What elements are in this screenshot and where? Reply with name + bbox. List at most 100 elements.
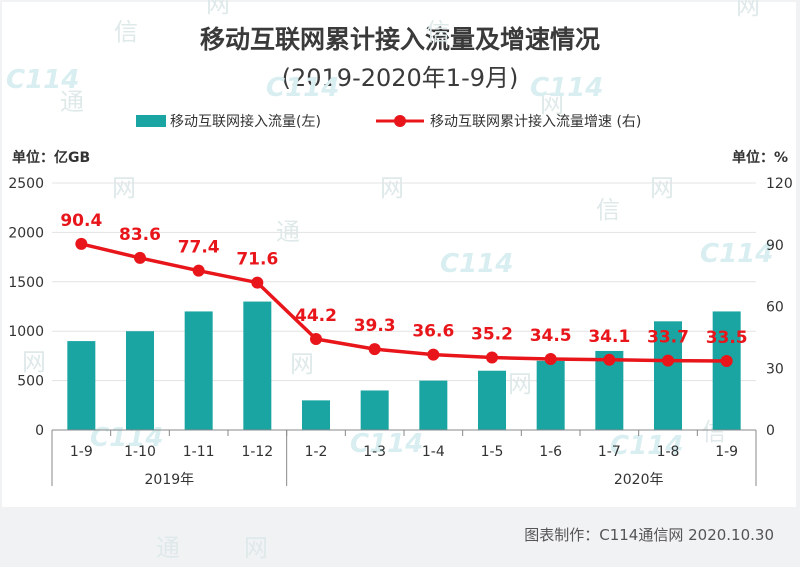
line-point	[134, 251, 146, 264]
line-data-label: 71.6	[236, 250, 278, 270]
right-tick-label: 120	[766, 176, 793, 192]
left-axis-unit: 单位：亿GB	[12, 149, 90, 166]
line-point	[544, 352, 557, 365]
watermark-logo: C114	[266, 73, 339, 103]
left-tick-label: 1000	[8, 324, 44, 340]
x-tick-label: 1-4	[422, 444, 445, 460]
x-tick-label: 1-3	[363, 444, 386, 460]
x-tick-label: 1-9	[715, 444, 738, 460]
watermark-glyph: 网	[380, 174, 404, 202]
line-data-label: 36.6	[412, 322, 454, 342]
bar	[243, 301, 272, 430]
watermark: 信 网 信 网 通 网 网 网 网 通 信 网 网 网 通 信 通 网 C114…	[6, 0, 773, 562]
grid	[52, 182, 756, 382]
line-data-label: 77.4	[178, 238, 220, 258]
x-tick-label: 1-12	[241, 444, 273, 460]
line-data-label: 33.7	[647, 328, 689, 348]
data-labels: 90.4 83.6 77.4 71.6 44.2 39.3 36.6 35.2 34.5 34.1…	[60, 211, 747, 348]
right-axis: 0 30 60 90 120	[766, 176, 793, 439]
right-tick-label: 30	[766, 361, 784, 377]
watermark-glyph: 网	[508, 370, 532, 398]
left-axis: 0 500 1000 1500 2000 2500	[8, 176, 44, 439]
x-tick-label: 1-5	[481, 444, 504, 460]
growth-line	[80, 242, 727, 363]
bar	[419, 380, 448, 430]
bar	[67, 341, 96, 430]
watermark-glyph: 网	[290, 350, 314, 378]
watermark-glyph: 网	[736, 0, 760, 20]
watermark-glyph: 网	[22, 348, 46, 376]
legend-line-marker	[394, 115, 406, 127]
line-data-label: 39.3	[354, 316, 396, 336]
chart-title: 移动互联网累计接入流量及增速情况	[199, 25, 600, 54]
right-tick-label: 0	[766, 423, 775, 439]
bar	[712, 311, 741, 430]
x-tick-label: 1-7	[598, 444, 621, 460]
x-tick-label: 1-6	[539, 444, 562, 460]
line-point	[310, 333, 322, 346]
watermark-logo: C114	[350, 429, 423, 459]
legend-bar-label: 移动互联网接入流量(左)	[170, 113, 321, 130]
watermark-glyph: 信	[426, 18, 450, 46]
x-tick-label: 1-8	[657, 444, 680, 460]
x-tick-label: 1-9	[70, 444, 93, 460]
watermark-glyph: 网	[206, 0, 230, 18]
chart-subtitle: (2019-2020年1-9月)	[281, 64, 519, 92]
left-tick-label: 2500	[8, 176, 44, 192]
bar	[126, 331, 154, 430]
bar	[184, 311, 213, 430]
watermark-glyph: 信	[596, 196, 620, 224]
line-point	[720, 355, 733, 368]
watermark-logo: C114	[610, 431, 683, 461]
x-axis: 1-9 1-10 1-11 1-12 1-2 1-3 1-4 1-5 1-6 1-7 1-8 1-9 2…	[51, 429, 757, 488]
legend-line-label: 移动互联网累计接入流量增速 (右)	[430, 113, 641, 130]
x-year-label: 2020年	[614, 472, 664, 488]
left-tick-label: 2000	[8, 225, 44, 241]
right-tick-label: 60	[766, 300, 784, 316]
line-point	[192, 264, 205, 277]
line-data-label: 34.1	[588, 327, 630, 347]
watermark-logo: C114	[700, 239, 773, 269]
bar	[536, 360, 565, 430]
watermark-glyph: 网	[244, 534, 268, 562]
chart-legend: 移动互联网接入流量(左) 移动互联网累计接入流量增速 (右)	[136, 113, 641, 130]
line-point	[662, 354, 674, 367]
watermark-glyph: 网	[112, 174, 136, 202]
line-data-label: 90.4	[60, 211, 102, 231]
watermark-glyph: 通	[156, 534, 180, 562]
bar	[654, 321, 682, 430]
line-point	[75, 237, 88, 250]
x-tick-label: 1-11	[183, 444, 215, 460]
line-data-label: 35.2	[471, 325, 513, 345]
bar	[478, 370, 506, 430]
bar-series	[67, 301, 741, 430]
line-data-label: 34.5	[530, 326, 572, 346]
watermark-glyph: 信	[114, 18, 138, 46]
legend-bar-swatch	[136, 115, 166, 127]
line-data-label: 44.2	[295, 306, 337, 326]
x-tick-label: 1-10	[124, 444, 156, 460]
line-point	[251, 276, 264, 289]
watermark-glyph: 网	[650, 174, 674, 202]
watermark-logo: C114	[6, 65, 79, 95]
watermark-logo: C114	[440, 249, 513, 279]
left-tick-label: 500	[17, 374, 44, 390]
bar	[302, 400, 330, 430]
line-point	[603, 353, 616, 366]
watermark-glyph: 通	[60, 88, 84, 116]
right-tick-label: 90	[766, 238, 784, 254]
line-point	[427, 348, 440, 361]
x-tick-label: 1-2	[305, 444, 328, 460]
line-point	[486, 351, 498, 364]
line-data-label: 33.5	[706, 328, 748, 348]
line-series	[75, 237, 733, 368]
chart-credit: 图表制作：C114通信网 2020.10.30	[524, 526, 774, 544]
watermark-logo: C114	[530, 73, 603, 103]
x-year-label: 2019年	[145, 472, 195, 488]
bar	[360, 390, 389, 430]
left-tick-label: 1500	[8, 275, 44, 291]
line-data-label: 83.6	[119, 225, 161, 245]
line-point	[368, 343, 381, 356]
right-axis-unit: 单位：%	[732, 149, 788, 166]
